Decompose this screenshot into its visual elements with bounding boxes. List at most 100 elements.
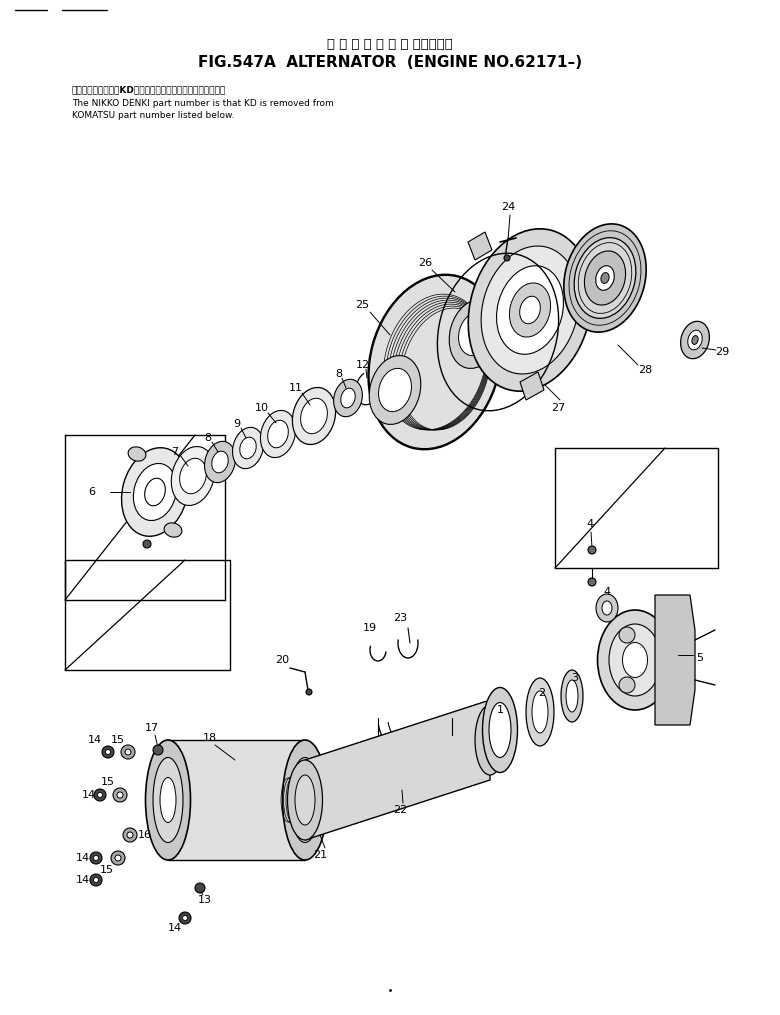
Ellipse shape <box>300 398 328 433</box>
Text: 18: 18 <box>203 733 217 743</box>
Text: オ ル タ ネ ー タ 　 該用号機．: オ ル タ ネ ー タ 該用号機． <box>327 38 453 51</box>
Text: 4: 4 <box>604 587 611 597</box>
Text: 11: 11 <box>289 383 303 393</box>
Ellipse shape <box>692 336 698 344</box>
Circle shape <box>306 689 312 695</box>
Ellipse shape <box>369 355 420 424</box>
Ellipse shape <box>368 274 502 450</box>
Circle shape <box>179 912 191 924</box>
Text: KOMATSU part number listed below.: KOMATSU part number listed below. <box>72 111 234 120</box>
Ellipse shape <box>509 283 551 337</box>
Ellipse shape <box>526 678 554 746</box>
Circle shape <box>183 916 187 921</box>
Text: 15: 15 <box>100 865 114 875</box>
Text: 14: 14 <box>76 853 90 863</box>
Text: 14: 14 <box>76 875 90 885</box>
Ellipse shape <box>115 855 121 861</box>
Polygon shape <box>520 373 544 400</box>
Ellipse shape <box>290 757 320 842</box>
Ellipse shape <box>574 238 636 319</box>
Ellipse shape <box>128 447 146 461</box>
Ellipse shape <box>597 610 672 710</box>
Ellipse shape <box>125 749 131 755</box>
Ellipse shape <box>459 313 491 355</box>
Ellipse shape <box>146 740 190 860</box>
Ellipse shape <box>179 459 207 493</box>
Circle shape <box>143 540 151 548</box>
Text: 16: 16 <box>138 830 152 840</box>
Text: 24: 24 <box>501 202 515 212</box>
Ellipse shape <box>232 427 264 469</box>
Text: 17: 17 <box>145 723 159 733</box>
Ellipse shape <box>378 368 412 412</box>
Ellipse shape <box>268 420 289 448</box>
Ellipse shape <box>211 452 229 473</box>
Text: 26: 26 <box>418 258 432 268</box>
Ellipse shape <box>483 687 517 772</box>
Circle shape <box>105 749 111 754</box>
Circle shape <box>588 578 596 586</box>
Circle shape <box>94 878 98 882</box>
Polygon shape <box>168 740 305 860</box>
Text: 5: 5 <box>697 653 704 663</box>
Ellipse shape <box>133 464 176 521</box>
Ellipse shape <box>622 642 647 677</box>
Ellipse shape <box>584 251 626 306</box>
Text: 23: 23 <box>393 613 407 623</box>
Ellipse shape <box>566 680 578 712</box>
Ellipse shape <box>681 322 709 358</box>
Ellipse shape <box>497 266 563 354</box>
Ellipse shape <box>153 757 183 842</box>
Ellipse shape <box>164 523 182 537</box>
Circle shape <box>619 677 635 693</box>
Ellipse shape <box>468 228 592 391</box>
Text: The NIKKO DENKI part number is that KD is removed from: The NIKKO DENKI part number is that KD i… <box>72 98 334 108</box>
Text: 21: 21 <box>313 850 327 860</box>
Ellipse shape <box>295 775 315 825</box>
Text: 27: 27 <box>551 403 566 413</box>
Ellipse shape <box>292 388 335 445</box>
Ellipse shape <box>475 705 505 775</box>
Text: 19: 19 <box>363 623 377 633</box>
Text: 4: 4 <box>587 519 594 529</box>
Ellipse shape <box>127 832 133 838</box>
Ellipse shape <box>334 380 363 417</box>
Text: 7: 7 <box>172 447 179 457</box>
Ellipse shape <box>117 792 123 798</box>
Ellipse shape <box>113 788 127 802</box>
Text: 2: 2 <box>538 688 545 698</box>
Text: 15: 15 <box>101 777 115 787</box>
Text: 20: 20 <box>275 655 289 665</box>
Text: 14: 14 <box>82 790 96 800</box>
Ellipse shape <box>561 670 583 722</box>
Circle shape <box>94 856 98 861</box>
Ellipse shape <box>160 777 176 822</box>
Circle shape <box>90 874 102 886</box>
Ellipse shape <box>596 594 618 622</box>
Ellipse shape <box>596 266 615 290</box>
Text: 14: 14 <box>88 735 102 745</box>
Ellipse shape <box>121 745 135 759</box>
Text: 10: 10 <box>255 403 269 413</box>
Text: 28: 28 <box>638 365 652 375</box>
Ellipse shape <box>519 296 541 324</box>
Ellipse shape <box>123 828 137 842</box>
Ellipse shape <box>288 760 322 840</box>
Text: 29: 29 <box>715 347 729 357</box>
Text: 13: 13 <box>198 895 212 905</box>
Ellipse shape <box>601 273 609 283</box>
Ellipse shape <box>489 702 511 757</box>
Ellipse shape <box>111 851 125 865</box>
Ellipse shape <box>532 691 548 733</box>
Ellipse shape <box>449 299 501 368</box>
Ellipse shape <box>282 740 328 860</box>
Text: 1: 1 <box>497 705 504 715</box>
Ellipse shape <box>481 246 579 374</box>
Text: 品番のメーカー記号KDを除いたものが日小電機の品番です。: 品番のメーカー記号KDを除いたものが日小電機の品番です。 <box>72 85 226 94</box>
Circle shape <box>588 546 596 554</box>
Ellipse shape <box>122 448 189 536</box>
Circle shape <box>90 852 102 864</box>
Ellipse shape <box>564 224 646 332</box>
Text: 12: 12 <box>356 360 370 370</box>
Circle shape <box>153 745 163 755</box>
